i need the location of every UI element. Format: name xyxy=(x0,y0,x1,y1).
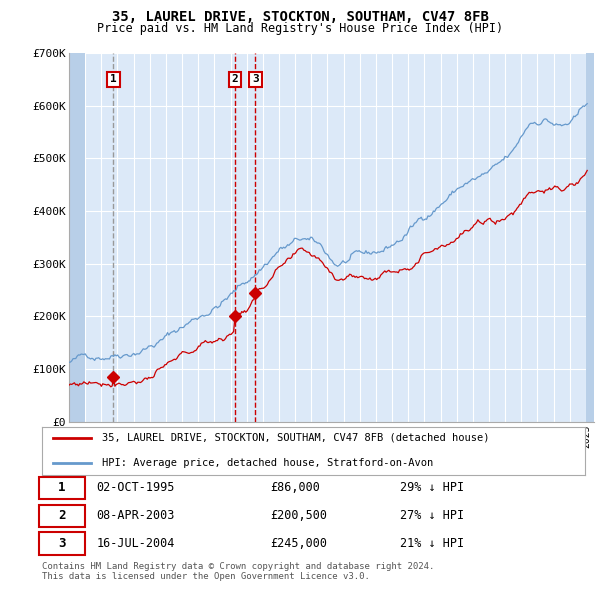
Text: 3: 3 xyxy=(252,74,259,84)
Text: 35, LAUREL DRIVE, STOCKTON, SOUTHAM, CV47 8FB: 35, LAUREL DRIVE, STOCKTON, SOUTHAM, CV4… xyxy=(112,9,488,24)
Text: £86,000: £86,000 xyxy=(270,481,320,494)
FancyBboxPatch shape xyxy=(39,477,85,499)
Text: 16-JUL-2004: 16-JUL-2004 xyxy=(97,537,175,550)
Text: 21% ↓ HPI: 21% ↓ HPI xyxy=(400,537,464,550)
Bar xyxy=(69,53,85,422)
Text: 08-APR-2003: 08-APR-2003 xyxy=(97,509,175,522)
Text: 27% ↓ HPI: 27% ↓ HPI xyxy=(400,509,464,522)
Text: £245,000: £245,000 xyxy=(270,537,327,550)
FancyBboxPatch shape xyxy=(39,533,85,555)
Text: HPI: Average price, detached house, Stratford-on-Avon: HPI: Average price, detached house, Stra… xyxy=(102,458,433,468)
FancyBboxPatch shape xyxy=(39,505,85,527)
Text: 1: 1 xyxy=(110,74,117,84)
Text: 29% ↓ HPI: 29% ↓ HPI xyxy=(400,481,464,494)
Text: Price paid vs. HM Land Registry's House Price Index (HPI): Price paid vs. HM Land Registry's House … xyxy=(97,22,503,35)
Text: 02-OCT-1995: 02-OCT-1995 xyxy=(97,481,175,494)
Text: 2: 2 xyxy=(232,74,238,84)
Text: 35, LAUREL DRIVE, STOCKTON, SOUTHAM, CV47 8FB (detached house): 35, LAUREL DRIVE, STOCKTON, SOUTHAM, CV4… xyxy=(102,432,489,442)
Text: Contains HM Land Registry data © Crown copyright and database right 2024.
This d: Contains HM Land Registry data © Crown c… xyxy=(42,562,434,581)
Text: 3: 3 xyxy=(58,537,66,550)
Text: £200,500: £200,500 xyxy=(270,509,327,522)
Text: 2: 2 xyxy=(58,509,66,522)
Bar xyxy=(586,53,594,422)
Text: 1: 1 xyxy=(58,481,66,494)
